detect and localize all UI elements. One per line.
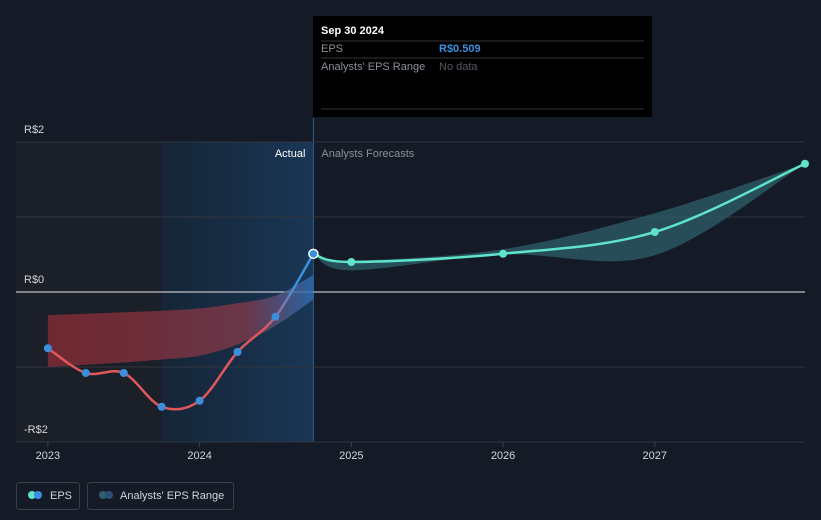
- legend-label: EPS: [50, 490, 72, 502]
- legend-swatch: [28, 491, 36, 499]
- tooltip-value: R$0.509: [439, 43, 481, 55]
- tooltip-label: EPS: [321, 43, 343, 55]
- region-label: Analysts Forecasts: [321, 148, 414, 160]
- legend-button[interactable]: [16, 482, 80, 510]
- eps-point: [43, 344, 52, 353]
- range-band: [47, 274, 314, 367]
- tooltip-label: Analysts' EPS Range: [321, 61, 425, 73]
- eps-point: [308, 248, 319, 260]
- eps-point: [157, 402, 166, 411]
- plot: [43, 159, 809, 411]
- eps-point: [499, 249, 508, 258]
- legend-swatch: [105, 491, 113, 499]
- eps-point: [233, 348, 242, 356]
- eps-point: [119, 369, 128, 377]
- background: Actual Analysts Forecasts -R$2 R$0 R$2 2023 20…: [16, 118, 805, 462]
- legend-button[interactable]: [87, 482, 234, 510]
- eps-point: [195, 396, 204, 405]
- tooltip: Sep 30 2024 EPS R$0.509 Analysts' EPS Ra…: [313, 16, 652, 117]
- x-tick-label: 2024: [187, 450, 211, 462]
- x-tick-label: 2023: [36, 450, 60, 462]
- y-tick-label: -R$2: [24, 424, 48, 436]
- x-tick-label: 2027: [643, 450, 667, 462]
- legend-swatch: [99, 491, 107, 499]
- eps-point: [271, 312, 280, 321]
- y-tick-label: R$0: [24, 274, 44, 286]
- y-tick-label: R$2: [24, 124, 44, 136]
- eps-point: [801, 159, 809, 168]
- tooltip-title: Sep 30 2024: [321, 25, 385, 37]
- x-tick-label: 2026: [491, 450, 515, 462]
- eps-point: [347, 258, 356, 266]
- region-label: Actual: [275, 148, 306, 160]
- legend-swatch: [34, 491, 42, 499]
- x-tick-label: 2025: [339, 450, 363, 462]
- legend: EPS Analysts' EPS Range: [16, 482, 234, 510]
- range-band: [313, 163, 805, 271]
- tooltip-box: [313, 16, 652, 117]
- legend-label: Analysts' EPS Range: [120, 490, 224, 502]
- eps-point: [650, 228, 659, 236]
- eps-point: [81, 369, 90, 377]
- tooltip-value: No data: [439, 61, 478, 73]
